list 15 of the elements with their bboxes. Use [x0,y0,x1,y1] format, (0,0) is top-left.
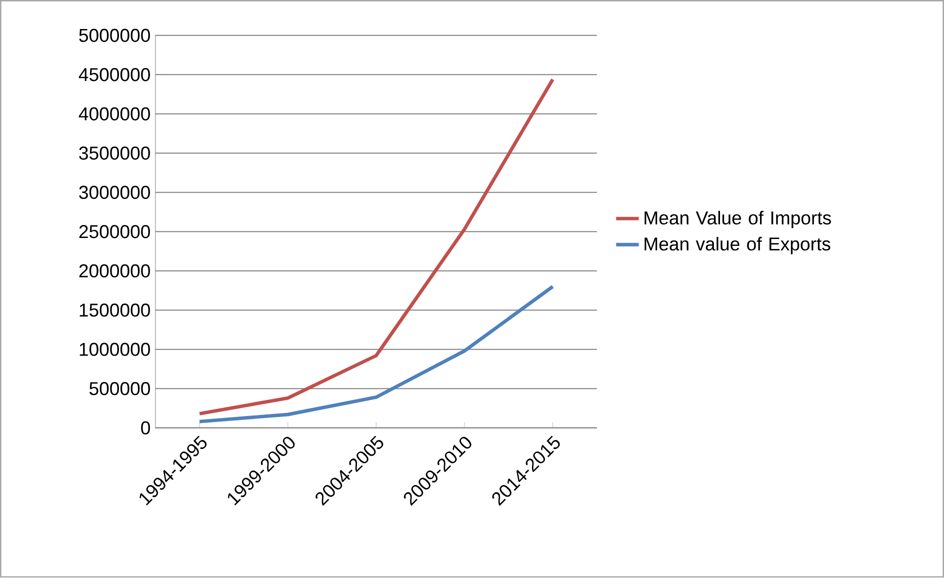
y-tick-label: 3500000 [79,146,150,160]
legend-label: Mean value of Exports [644,237,830,254]
y-tick-label: 3000000 [79,186,150,200]
y-tick-label: 5000000 [79,29,150,42]
y-tick-label: 500000 [90,382,150,396]
y-tick-label: 0 [141,421,150,435]
legend-label: Mean Value of Imports [644,211,831,228]
y-tick-label: 2000000 [79,264,150,278]
y-tick-label: 1500000 [80,304,150,317]
y-tick-label: 4000000 [78,108,150,121]
line-series [198,285,554,424]
y-tick-label: 4500000 [78,68,150,82]
line-series [198,78,554,416]
y-tick-label: 1000000 [80,342,150,356]
y-tick-label: 2500000 [79,225,150,238]
